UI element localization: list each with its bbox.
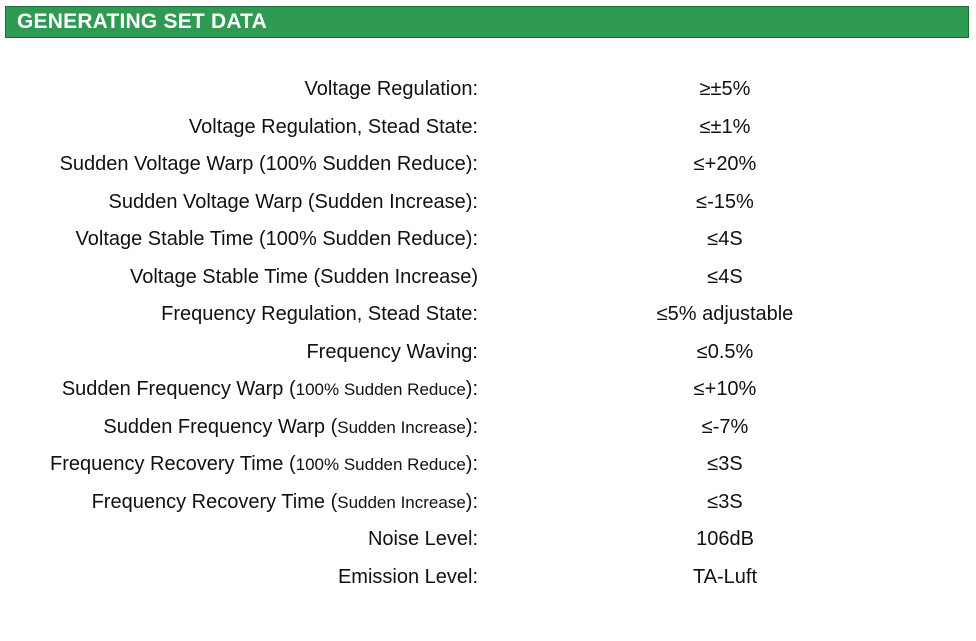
- spec-value: TA-Luft: [692, 565, 758, 588]
- spec-label: Frequency Recovery Time (100% Sudden Red…: [50, 453, 478, 476]
- spec-table: Voltage Regulation: ≥±5% Voltage Regulat…: [0, 71, 976, 596]
- spec-row-frequency-regulation: Frequency Regulation, Stead State: ≤5% a…: [0, 296, 976, 334]
- spec-value: 106dB: [696, 528, 754, 551]
- spec-label: Voltage Stable Time (Sudden Increase): [130, 265, 478, 288]
- spec-row-frequency-warp-reduce: Sudden Frequency Warp (100% Sudden Reduc…: [0, 371, 976, 409]
- spec-label: Emission Level:: [337, 565, 478, 588]
- spec-label: Sudden Voltage Warp (100% Sudden Reduce)…: [59, 153, 478, 176]
- spec-row-frequency-recovery-reduce: Frequency Recovery Time (100% Sudden Red…: [0, 446, 976, 484]
- spec-label: Noise Level:: [367, 528, 478, 551]
- spec-label: Sudden Frequency Warp (Sudden Increase):: [103, 415, 478, 438]
- spec-row-noise-level: Noise Level: 106dB: [0, 521, 976, 559]
- spec-row-voltage-stable-reduce: Voltage Stable Time (100% Sudden Reduce)…: [0, 221, 976, 259]
- spec-row-voltage-regulation-steady: Voltage Regulation, Stead State: ≤±1%: [0, 109, 976, 147]
- spec-value: ≤-15%: [696, 190, 754, 213]
- spec-label: Voltage Regulation, Stead State:: [188, 115, 478, 138]
- spec-label: Sudden Voltage Warp (Sudden Increase):: [108, 190, 479, 213]
- spec-label: Voltage Stable Time (100% Sudden Reduce)…: [75, 228, 478, 251]
- spec-value: ≤+20%: [693, 153, 757, 176]
- spec-label: Voltage Regulation:: [304, 78, 478, 101]
- spec-row-emission-level: Emission Level: TA-Luft: [0, 559, 976, 597]
- spec-row-voltage-stable-increase: Voltage Stable Time (Sudden Increase) ≤4…: [0, 259, 976, 297]
- section-title: GENERATING SET DATA: [17, 10, 267, 33]
- spec-value: ≤4S: [707, 228, 743, 251]
- spec-value: ≤+10%: [693, 378, 757, 401]
- spec-label: Frequency Waving:: [306, 340, 478, 363]
- spec-value: ≤3S: [707, 453, 743, 476]
- spec-row-frequency-waving: Frequency Waving: ≤0.5%: [0, 334, 976, 372]
- spec-row-voltage-warp-increase: Sudden Voltage Warp (Sudden Increase): ≤…: [0, 184, 976, 222]
- spec-value: ≤4S: [707, 265, 743, 288]
- spec-label: Frequency Regulation, Stead State:: [161, 303, 478, 326]
- spec-value: ≤-7%: [701, 415, 749, 438]
- spec-label: Sudden Frequency Warp (100% Sudden Reduc…: [61, 378, 478, 401]
- spec-row-frequency-recovery-increase: Frequency Recovery Time (Sudden Increase…: [0, 484, 976, 522]
- spec-row-frequency-warp-increase: Sudden Frequency Warp (Sudden Increase):…: [0, 409, 976, 447]
- spec-row-voltage-warp-reduce: Sudden Voltage Warp (100% Sudden Reduce)…: [0, 146, 976, 184]
- spec-value: ≤3S: [707, 490, 743, 513]
- spec-label: Frequency Recovery Time (Sudden Increase…: [91, 490, 478, 513]
- spec-value: ≤5% adjustable: [656, 303, 794, 326]
- spec-value: ≤±1%: [699, 115, 751, 138]
- spec-value: ≥±5%: [699, 78, 751, 101]
- section-header-bar: GENERATING SET DATA: [5, 6, 969, 38]
- spec-value: ≤0.5%: [696, 340, 754, 363]
- spec-row-voltage-regulation: Voltage Regulation: ≥±5%: [0, 71, 976, 109]
